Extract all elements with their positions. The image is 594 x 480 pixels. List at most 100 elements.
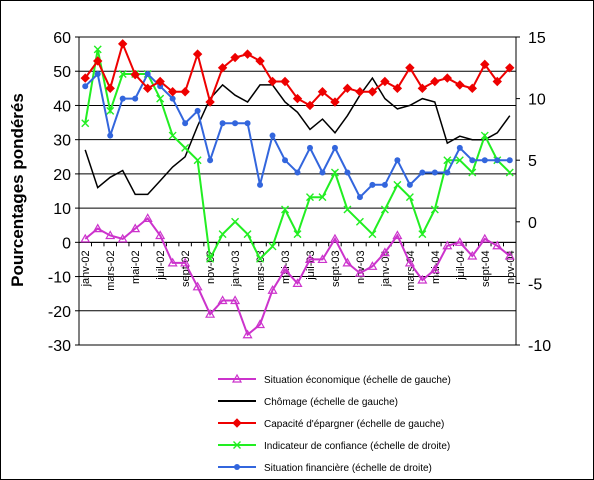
data-point [243,230,252,239]
data-point [504,250,515,260]
data-point [255,56,265,66]
data-point [193,156,202,165]
data-point [406,181,413,188]
data-point [381,181,388,188]
series-line [84,76,511,196]
data-point [430,76,440,87]
data-point [105,230,116,240]
y-tick-label: -10 [48,270,71,287]
data-point [329,233,340,243]
data-point [367,261,378,270]
data-point [167,257,178,267]
data-point [417,274,428,284]
data-point [444,169,451,176]
data-point [306,144,313,151]
data-point [142,213,153,222]
y2-tick-label: -10 [528,338,551,355]
data-point [454,237,465,246]
data-point [405,193,414,202]
data-point [232,120,239,127]
y2-tick-label: 0 [528,215,537,232]
data-point [455,156,464,165]
data-point [442,240,453,250]
data-point [218,230,227,239]
data-point [117,39,128,49]
data-point [354,267,365,277]
data-point [279,264,291,274]
data-point [192,281,203,291]
legend-entry: Situation économique (échelle de gauche) [264,375,451,386]
data-point [492,76,502,87]
data-point [205,97,215,107]
data-point [280,76,290,87]
x-tick-label: nov-04 [505,250,517,284]
data-point [207,157,214,164]
legend-entry: Capacité d'épargner (échelle de gauche) [264,419,444,430]
data-point [132,95,139,102]
data-point [467,83,478,94]
data-point [80,73,90,83]
legend-marker [232,418,242,428]
data-point [192,49,203,59]
data-point [494,157,501,164]
data-point [119,95,126,102]
data-point [380,76,390,87]
y2-tick-label: 5 [528,153,537,170]
data-point [180,257,191,267]
data-point [231,217,240,226]
series-line [84,71,510,199]
data-point [244,120,251,127]
data-point [230,52,240,63]
x-tick-label: juil-02 [155,250,167,280]
data-point [344,169,351,176]
x-tick-label: janv-02 [80,250,92,287]
data-point [107,132,114,139]
data-point [93,45,102,54]
x-tick-label: janv-04 [380,250,392,287]
data-point [330,168,339,177]
data-point [142,83,153,94]
series-line [84,216,511,337]
data-point [380,205,389,214]
data-point [93,56,103,66]
data-point [317,254,328,264]
data-point [331,144,338,151]
data-point [379,247,390,257]
data-point [180,87,190,97]
legend-marker [231,373,243,383]
y2-tick-label: -5 [528,276,542,293]
y-tick-label: 40 [53,98,71,115]
data-point [282,157,289,164]
data-point [155,76,165,87]
data-point [267,76,278,87]
data-point [292,278,303,287]
data-point [304,254,316,264]
y-tick-label: 0 [62,235,71,252]
data-point [293,230,302,239]
data-point [230,295,241,305]
data-point [318,193,327,202]
data-point [257,181,264,188]
x-tick-label: nov-02 [205,250,217,284]
data-point [431,169,438,176]
data-point [294,169,301,176]
data-point [417,83,428,94]
data-point [268,242,277,251]
data-point [217,63,228,73]
data-point [506,157,513,164]
y2-tick-label: 15 [528,30,546,47]
data-point [492,240,503,250]
data-point [404,257,415,267]
data-point [167,87,178,97]
data-point [219,120,226,127]
y-tick-label: -20 [48,304,71,321]
data-point [182,120,189,127]
data-point [343,205,352,214]
x-tick-label: mai-02 [130,250,142,284]
y-axis-label: Pourcentages pondérés [8,93,27,287]
x-tick-label: juil-04 [455,250,467,280]
data-point [330,97,340,107]
data-point [256,254,265,263]
data-point [355,217,364,226]
